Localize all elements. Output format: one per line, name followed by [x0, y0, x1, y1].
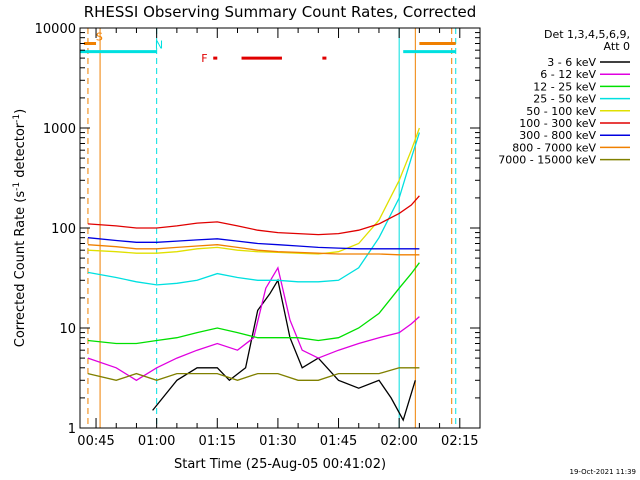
legend-entry-label: 7000 - 15000 keV [498, 154, 596, 167]
legend-entry-label: 800 - 7000 keV [512, 141, 596, 154]
x-tick-label: 01:45 [320, 434, 357, 449]
legend-header-2: Att 0 [604, 40, 630, 53]
legend-entry-label: 12 - 25 keV [533, 80, 596, 93]
series-line-4 [87, 127, 421, 255]
x-tick-label: 01:30 [259, 434, 296, 449]
flag-label-F: F [201, 52, 207, 65]
y-tick-label: 1 [68, 422, 76, 437]
series-line-6 [87, 237, 420, 250]
x-tick-label: 01:00 [138, 434, 175, 449]
x-tick-label: 02:15 [441, 434, 478, 449]
footer-timestamp: 19-Oct-2021 11:39 [570, 468, 636, 476]
y-axis-label: Corrected Count Rate (s-1 detector-1) [12, 109, 28, 347]
series-line-0 [152, 278, 416, 422]
series-line-2 [87, 262, 420, 345]
x-tick-label: 02:00 [380, 434, 417, 449]
series-line-8 [87, 367, 420, 381]
legend-entry-label: 6 - 12 keV [540, 68, 596, 81]
y-tick-label: 100 [51, 222, 76, 237]
x-axis-label: Start Time (25-Aug-05 00:41:02) [174, 457, 386, 472]
x-tick-label: 01:15 [199, 434, 236, 449]
x-axis: 00:45 01:00 01:15 01:30 01:45 02:00 02:15 [77, 28, 481, 449]
y-tick-label: 10000 [35, 22, 76, 37]
flag-label-S: S [96, 30, 103, 43]
legend-entry-label: 50 - 100 keV [526, 105, 596, 118]
chart-title: RHESSI Observing Summary Count Rates, Co… [84, 3, 477, 21]
legend-entry-label: 300 - 800 keV [519, 129, 596, 142]
series-line-5 [87, 195, 420, 236]
y-axis: 1 10 100 1000 10000 [35, 22, 480, 437]
y-tick-label: 1000 [43, 122, 76, 137]
flag-label-N: N [155, 39, 163, 52]
legend-entry-label: 100 - 300 keV [519, 117, 596, 130]
legend-header-1: Det 1,3,4,5,6,9, [544, 28, 630, 41]
legend-entry-label: 3 - 6 keV [547, 56, 596, 69]
y-tick-label: 10 [59, 322, 76, 337]
series-line-1 [87, 266, 420, 382]
legend-entry-label: 25 - 50 keV [533, 93, 596, 106]
series-line-3 [87, 132, 421, 286]
x-tick-label: 00:45 [77, 434, 114, 449]
series-line-7 [87, 244, 420, 256]
